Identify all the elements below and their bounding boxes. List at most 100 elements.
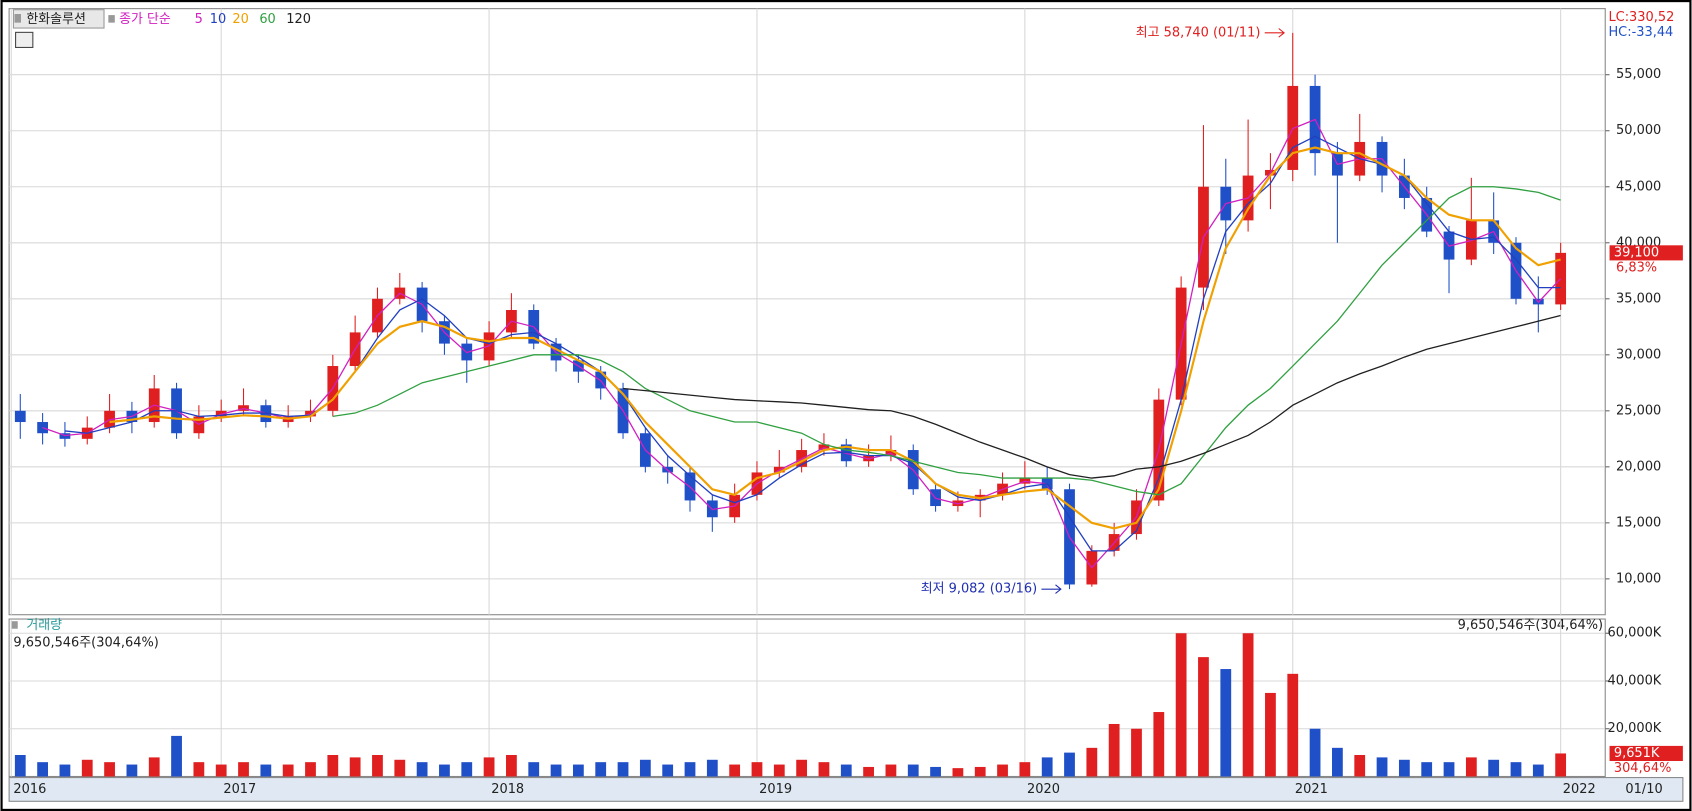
volume-bar (662, 764, 674, 777)
volume-bar (907, 764, 919, 777)
last-volume-box (1609, 745, 1683, 761)
high-arrow (1264, 28, 1285, 38)
volume-bar (394, 759, 406, 777)
volume-bar (1175, 633, 1187, 777)
x-tick-label: 2016 (13, 782, 46, 797)
x-tick-label: 2020 (1027, 782, 1060, 797)
volume-bar (1019, 762, 1031, 777)
volume-bar (1108, 723, 1120, 777)
icon (11, 621, 18, 629)
last-change: 6,83% (1616, 260, 1657, 275)
volume-bar (528, 762, 540, 777)
volume-bar (104, 762, 115, 777)
volume-bar (1064, 752, 1075, 777)
candle-body (14, 410, 26, 423)
volume-bar (126, 764, 138, 777)
volume-summary: 9,650,546주(304,64%) (1458, 618, 1603, 633)
volume-bar (1465, 757, 1477, 777)
lc-value: LC:330,52 (1608, 10, 1674, 25)
volume-bar (863, 766, 874, 777)
volume-bar (952, 768, 964, 777)
table-icon[interactable] (15, 31, 34, 48)
volume-bar (439, 764, 450, 777)
volume-bar (372, 755, 383, 777)
volume-summary: 9,650,546주(304,64%) (13, 635, 158, 650)
volume-bar (1153, 712, 1165, 777)
x-tick-label: 2017 (223, 782, 256, 797)
price-panel (8, 8, 1606, 616)
volume-bar (684, 762, 696, 777)
x-tick-label: 2021 (1295, 782, 1328, 797)
volume-bar (59, 764, 71, 777)
icon (108, 15, 115, 23)
volume-bar (885, 764, 897, 777)
stock-name-box[interactable] (12, 9, 105, 29)
volume-bar (260, 764, 272, 777)
icon (14, 14, 21, 23)
volume-bar (773, 764, 785, 777)
y-tick-label: 30,000 (1616, 347, 1661, 362)
volume-bar (193, 762, 205, 777)
volume-bar (1198, 657, 1209, 777)
legend-entry: 5 (195, 12, 203, 27)
volume-bar (1242, 633, 1254, 777)
last-date: 01/10 (1625, 782, 1662, 797)
last-price: 39,100 (1614, 245, 1659, 260)
volume-bar (483, 757, 495, 777)
time-axis (8, 777, 1684, 802)
volume-bar (1287, 673, 1299, 777)
y-tick-label: 25,000 (1616, 403, 1661, 418)
volume-bar (1510, 762, 1522, 777)
y-tick-label: 20,000 (1616, 459, 1661, 474)
volume-bar (1376, 757, 1388, 777)
volume-bar (1041, 757, 1053, 777)
volume-bar (1354, 755, 1366, 777)
volume-bar (282, 764, 294, 777)
legend-entry: 10 (210, 12, 226, 27)
volume-title: 거래량 (26, 618, 62, 633)
x-tick-label: 2019 (759, 782, 792, 797)
low-annotation: 최저 9,082 (03/16) (921, 582, 1037, 597)
volume-bar (14, 755, 26, 777)
volume-bar (1488, 759, 1500, 777)
volume-bar (818, 762, 830, 777)
volume-bar (1532, 764, 1544, 777)
volume-bar (595, 762, 607, 777)
volume-bar (37, 762, 48, 777)
volume-bar (796, 759, 808, 777)
legend-entry: 20 (232, 12, 248, 27)
y-tick-label: 35,000 (1616, 291, 1661, 306)
volume-bar (617, 762, 629, 777)
volume-bar (1332, 747, 1343, 777)
y-tick-label: 15,000 (1616, 515, 1661, 530)
ma-line (332, 186, 1561, 496)
high-annotation: 최고 58,740 (01/11) (1136, 25, 1261, 40)
volume-bar (1443, 762, 1455, 777)
volume-bar (1555, 753, 1567, 777)
volume-bar (550, 764, 562, 777)
volume-bar (1398, 759, 1410, 777)
volume-bar (1309, 728, 1321, 777)
volume-bar (840, 764, 852, 777)
last-volume: 9,651K (1614, 746, 1660, 761)
hc-value: HC:-33,44 (1608, 25, 1673, 40)
x-tick-label: 2022 (1563, 782, 1596, 797)
volume-bar (572, 764, 584, 777)
x-tick-label: 2018 (491, 782, 524, 797)
legend-entry: 60 (259, 12, 275, 27)
volume-bar (974, 766, 986, 777)
ma-line (623, 314, 1561, 479)
last-price-box (1609, 245, 1683, 261)
volume-bar (930, 766, 941, 777)
volume-bar (416, 762, 428, 777)
volume-bar (706, 759, 718, 777)
y-tick-label: 40,000K (1608, 673, 1662, 688)
volume-bar (349, 757, 361, 777)
low-arrow (1041, 584, 1062, 594)
volume-bar (1421, 762, 1433, 777)
volume-bar (1131, 728, 1142, 777)
y-tick-label: 55,000 (1616, 67, 1661, 82)
y-tick-label: 50,000 (1616, 123, 1661, 138)
volume-bar (171, 735, 182, 777)
